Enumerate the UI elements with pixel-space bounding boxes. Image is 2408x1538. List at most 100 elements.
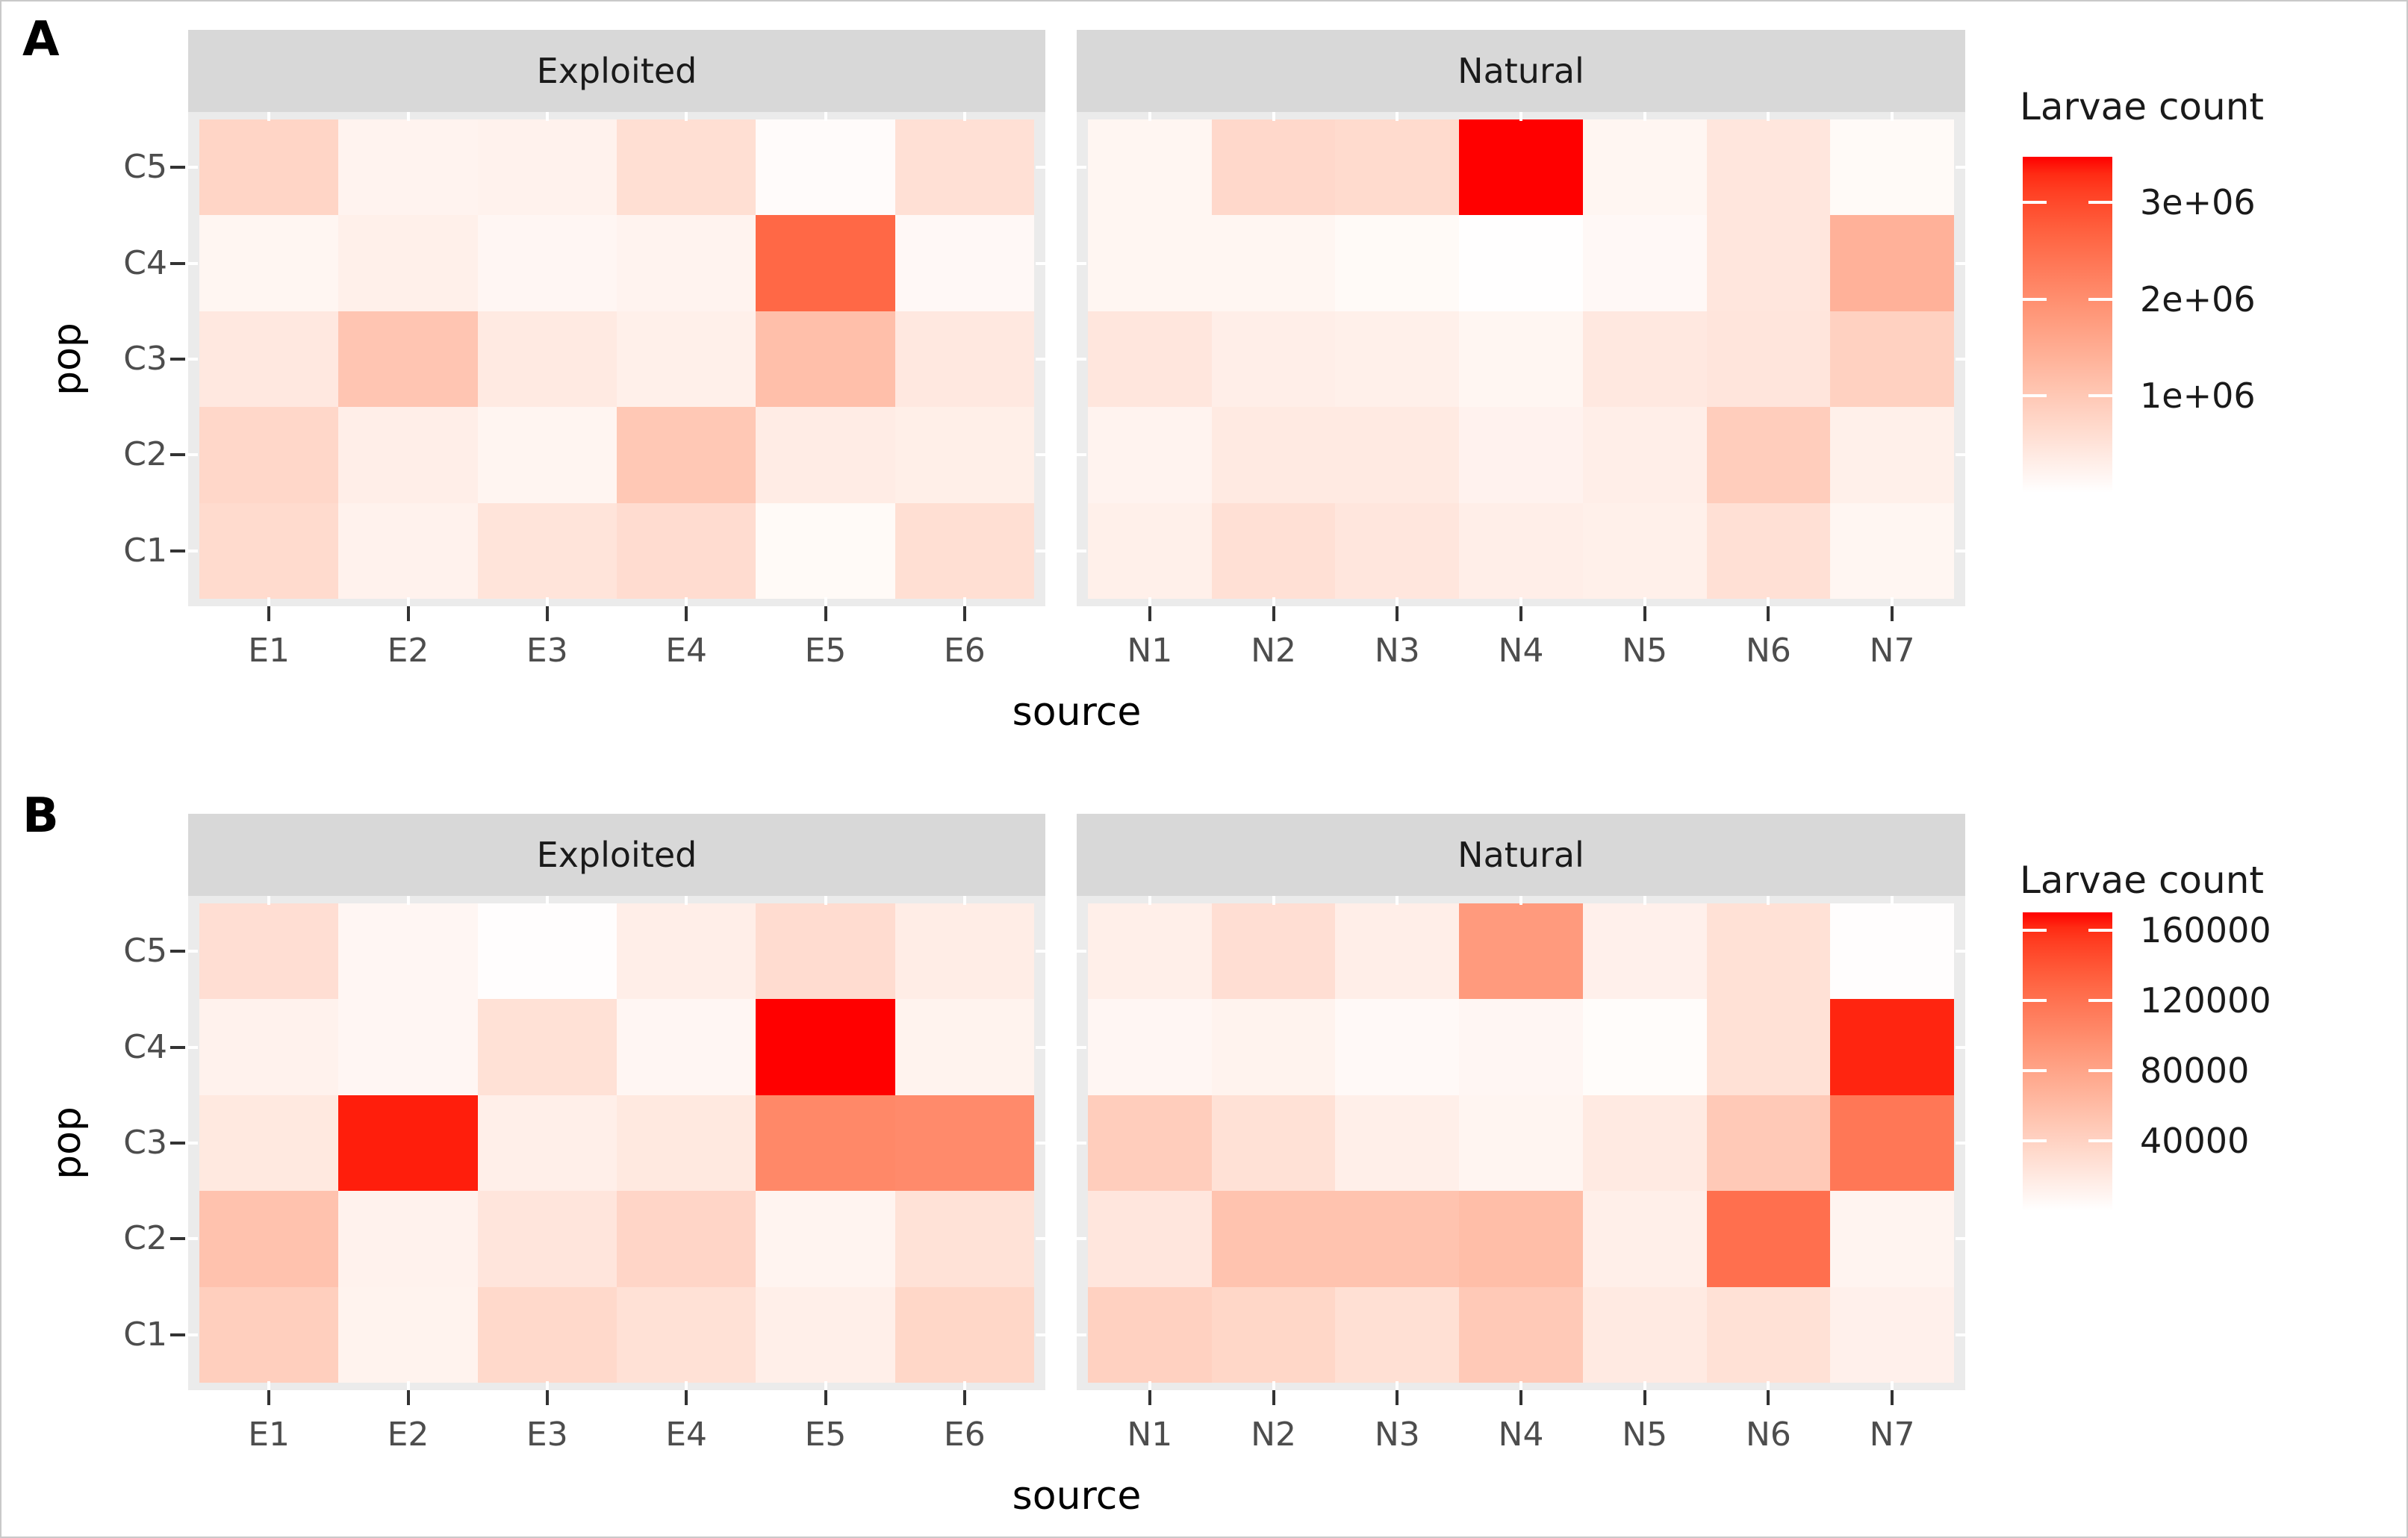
heatmap-cell [1706,215,1831,311]
legend-tick [2023,998,2047,1002]
heatmap-cell [1706,1286,1831,1383]
x-tick-label-n7: N7 [1869,632,1915,670]
panel-bottom-tick [824,1381,827,1390]
heatmap-cell [756,1286,895,1383]
panel-bottom-tick [1891,597,1894,606]
heatmap-cell [477,999,617,1095]
heatmap-cell [1459,215,1583,311]
heatmap-cell [1211,1191,1336,1287]
legend-tick [2088,1068,2112,1072]
x-tick-label-n4: N4 [1498,632,1544,670]
panel-top-tick [824,896,827,905]
panel-top-tick [267,896,271,905]
panel-right-tick [1036,358,1045,361]
panel-top-tick [406,112,410,121]
panel-left-tick [1077,1142,1086,1145]
x-axis-tick [1148,1390,1151,1405]
panel-left-tick [188,549,198,552]
x-axis-tick [1643,606,1646,621]
panel-top-tick [1396,112,1399,121]
facet-strip-natural: Natural [1077,814,1965,896]
y-tick-label-c1: C1 [123,531,167,570]
heatmap-cell [338,999,478,1095]
heatmap-cell [1211,407,1336,503]
y-tick-label-c5: C5 [123,148,167,187]
heatmap-cell [756,1095,895,1192]
panel-top-tick [545,896,549,905]
x-axis-tick [1519,606,1522,621]
heatmap-cell [1335,1095,1460,1192]
heatmap-cell [477,903,617,1000]
heatmap-cell [477,119,617,216]
heatmap-cell [1830,407,1954,503]
heatmap-cell [756,999,895,1095]
x-axis-tick [1272,606,1275,621]
panel-right-tick [1956,358,1965,361]
heatmap-cell [199,999,339,1095]
heatmap-cell [1706,119,1831,216]
x-axis-tick [545,606,549,621]
heatmap-cell [1706,502,1831,599]
heatmap-cell [616,311,756,408]
panel-a-letter: A [22,12,60,67]
panel-bottom-tick [1272,1381,1275,1390]
panel-bottom-tick [545,1381,549,1390]
heatmap-cell [1211,1286,1336,1383]
panel-top-tick [1148,112,1151,121]
heatmap-panel-natural [1077,896,1965,1390]
x-tick-label-n6: N6 [1745,1416,1791,1454]
heatmap-cell [1459,502,1583,599]
legend-tick [2088,200,2112,204]
heatmap-cell [1830,903,1954,1000]
legend-tick [2023,394,2047,398]
heatmap-cell [477,407,617,503]
legend-gradient-bar [2023,157,2112,493]
panel-top-tick [1272,112,1275,121]
heatmap-cell [616,215,756,311]
panel-bottom-tick [1148,597,1151,606]
heatmap-cell [756,407,895,503]
heatmap-cell [895,215,1034,311]
legend-tick [2088,928,2112,932]
heatmap-cell [1335,903,1460,1000]
heatmap-cell [1459,119,1583,216]
y-axis-tick [170,1045,185,1049]
panel-right-tick [1956,453,1965,457]
heatmap-cell [1706,1191,1831,1287]
panel-right-tick [1036,1333,1045,1336]
heatmap-cell [756,903,895,1000]
heatmap-cell [338,119,478,216]
y-tick-label-c3: C3 [123,340,167,378]
x-tick-label-n7: N7 [1869,1416,1915,1454]
heatmap-cell [1211,119,1336,216]
x-axis-tick [406,1390,410,1405]
panel-left-tick [1077,1237,1086,1241]
heatmap-cell [199,502,339,599]
panel-bottom-tick [1519,597,1522,606]
legend-tick [2023,200,2047,204]
heatmap-cell [199,1286,339,1383]
heatmap-cell [1582,407,1707,503]
panel-bottom-tick [1767,597,1770,606]
panel-left-tick [1077,1333,1086,1336]
y-axis-tick [170,358,185,361]
heatmap-cell [1706,407,1831,503]
legend-tick-label: 1e+06 [2140,376,2256,417]
panel-bottom-tick [685,597,688,606]
heatmap-cell [1335,407,1460,503]
legend-tick [2088,1139,2112,1142]
heatmap-cell [1582,502,1707,599]
heatmap-panel-exploited [188,896,1045,1390]
heatmap-cell [1830,1095,1954,1192]
x-axis-tick [1148,606,1151,621]
legend-tick-label: 2e+06 [2140,278,2256,320]
x-axis-tick [1767,606,1770,621]
heatmap-cell [1830,119,1954,216]
heatmap-cell [616,1095,756,1192]
panel-top-tick [962,896,966,905]
x-axis-tick [1891,606,1894,621]
x-tick-label-n5: N5 [1622,632,1668,670]
y-axis-tick [170,1333,185,1336]
heatmap-cell [1335,215,1460,311]
heatmap-cell [895,1191,1034,1287]
